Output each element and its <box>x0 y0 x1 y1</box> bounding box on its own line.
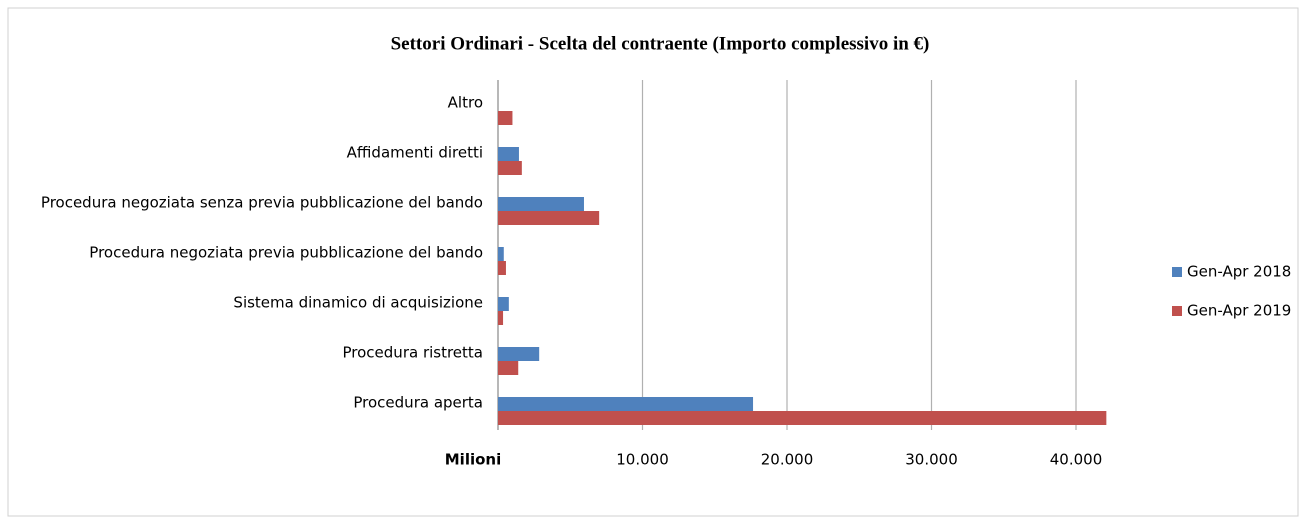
bar <box>498 397 754 411</box>
y-tick-label: Altro <box>448 94 483 112</box>
chart-frame <box>7 7 1299 517</box>
bar <box>498 361 519 375</box>
bar <box>498 111 513 125</box>
legend-swatch <box>1172 306 1182 316</box>
y-tick-label: Procedura aperta <box>353 394 483 412</box>
legend-label: Gen-Apr 2018 <box>1187 263 1291 281</box>
x-tick-label: 40.000 <box>1050 451 1103 469</box>
x-tick-label: 10.000 <box>616 451 669 469</box>
y-tick-label: Procedura ristretta <box>343 344 483 362</box>
chart-title: Settori Ordinari - Scelta del contraente… <box>391 33 930 54</box>
legend-label: Gen-Apr 2019 <box>1187 302 1291 320</box>
bar <box>498 347 540 361</box>
bar <box>498 297 509 311</box>
y-tick-label: Affidamenti diretti <box>347 144 483 162</box>
bar <box>498 261 506 275</box>
bar <box>498 197 584 211</box>
bar <box>498 211 600 225</box>
y-tick-label: Procedura negoziata senza previa pubblic… <box>41 194 483 212</box>
x-axis-label: Milioni <box>445 451 501 469</box>
x-tick-label: 30.000 <box>905 451 958 469</box>
y-tick-label: Sistema dinamico di acquisizione <box>233 294 483 312</box>
bar <box>498 161 522 175</box>
bar <box>498 311 504 325</box>
bar <box>498 411 1107 425</box>
y-tick-label: Procedura negoziata previa pubblicazione… <box>89 244 483 262</box>
x-tick-label: 20.000 <box>761 451 814 469</box>
bar <box>498 247 504 261</box>
bar <box>498 147 519 161</box>
legend-swatch <box>1172 267 1182 277</box>
